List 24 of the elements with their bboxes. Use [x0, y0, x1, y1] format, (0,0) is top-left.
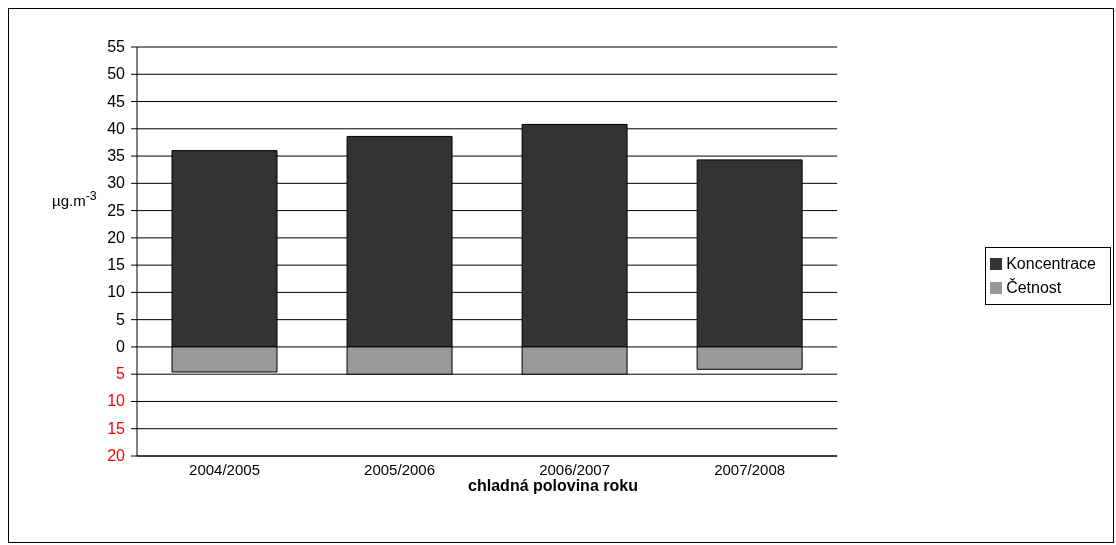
y-tick-label: 35 [107, 147, 126, 165]
y-tick-label: 0 [116, 337, 126, 355]
x-tick-label: 2005/2006 [364, 460, 436, 478]
y-tick-label: 5 [116, 310, 126, 328]
y-tick-label: 10 [107, 392, 126, 410]
y-tick-label: 15 [107, 419, 126, 437]
y-tick-label: 25 [107, 201, 126, 219]
x-tick-label: 2004/2005 [189, 460, 260, 478]
y-tick-label: 45 [107, 92, 126, 110]
x-tick-label: 2007/2008 [714, 460, 786, 478]
y-tick-label: 40 [107, 119, 126, 137]
y-tick-label: 10 [107, 283, 126, 301]
y-tick-label: 15 [107, 256, 126, 274]
x-axis-title: chladná polovina roku [467, 477, 639, 495]
y-tick-label: 55 [107, 38, 126, 55]
y-tick-label: 50 [107, 65, 126, 83]
y-tick-label: 30 [107, 174, 126, 192]
x-tick-label: 2006/2007 [539, 460, 611, 478]
y-tick-label: 20 [107, 447, 126, 464]
legend-label: Koncentrace [1006, 254, 1096, 272]
y-axis-title: µg.m$^{-3}$ [52, 189, 97, 209]
legend-label: Četnost [1006, 278, 1062, 296]
y-tick-label: 5 [116, 365, 126, 383]
y-tick-label: 20 [107, 228, 126, 246]
